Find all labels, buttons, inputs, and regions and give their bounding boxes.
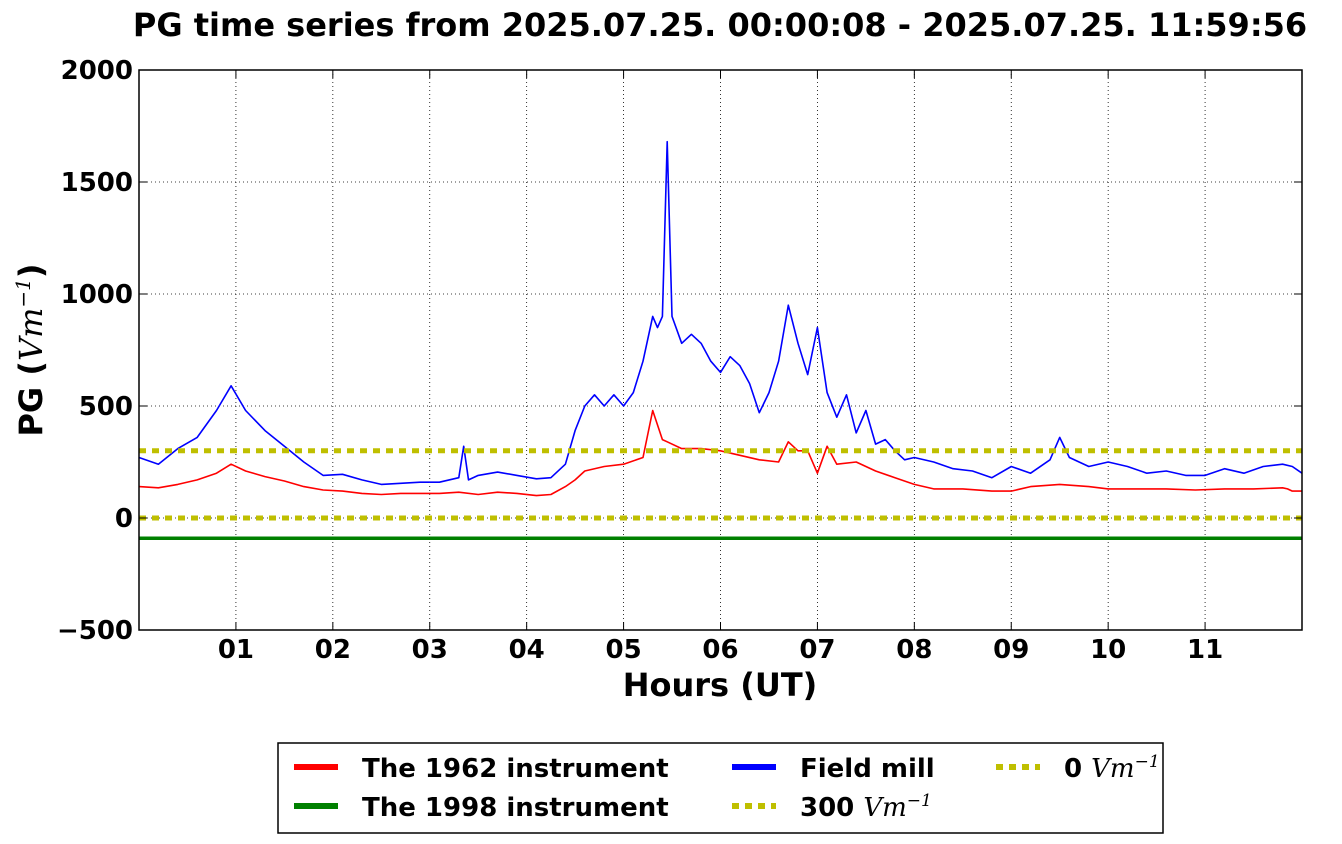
data-series — [138, 140, 1303, 540]
y-axis-label-text: PG ( — [12, 361, 50, 436]
y-axis-label: PG (Vm−1) — [11, 263, 50, 436]
legend-label-0-value: 0 — [1064, 754, 1082, 784]
y-axis-label-close: ) — [12, 263, 50, 278]
series-1962-instrument-line — [138, 409, 1302, 497]
x-tick-labels: 01 02 03 04 05 06 07 08 09 10 11 — [218, 635, 1223, 665]
axis-ticks — [139, 69, 1302, 631]
y-tick-label: 0 — [115, 504, 133, 534]
legend: The 1962 instrument The 1998 instrument … — [277, 742, 1164, 834]
x-tick-label: 07 — [799, 635, 835, 665]
y-tick-label: 500 — [79, 392, 133, 422]
x-tick-label: 08 — [896, 635, 932, 665]
x-tick-label: 05 — [605, 635, 641, 665]
legend-box — [277, 742, 1164, 834]
legend-label-300-exponent: −1 — [907, 791, 932, 811]
x-tick-label: 11 — [1187, 635, 1223, 665]
y-tick-label: 1500 — [61, 168, 133, 198]
legend-label-300-unit: Vm — [863, 793, 906, 823]
legend-label-field-mill: Field mill — [800, 754, 935, 784]
x-tick-label: 02 — [315, 635, 351, 665]
legend-label-300: 300 Vm−1 — [800, 791, 932, 823]
y-axis-label-unit: Vm — [12, 308, 50, 361]
x-tick-label: 09 — [993, 635, 1029, 665]
legend-label-1998: The 1998 instrument — [362, 793, 669, 823]
x-tick-label: 03 — [412, 635, 448, 665]
x-tick-label: 01 — [218, 635, 254, 665]
x-tick-label: 06 — [702, 635, 738, 665]
grid-lines — [139, 70, 1302, 630]
x-axis-label: Hours (UT) — [623, 666, 818, 704]
x-tick-label: 04 — [509, 635, 545, 665]
y-tick-label: 1000 — [61, 280, 133, 310]
y-tick-label: 2000 — [61, 56, 133, 86]
legend-label-0-unit: Vm — [1091, 754, 1134, 784]
legend-label-0: 0 Vm−1 — [1064, 752, 1160, 784]
y-tick-label: −500 — [57, 616, 133, 646]
y-tick-labels: −500 0 500 1000 1500 2000 — [57, 56, 133, 646]
legend-label-300-value: 300 — [800, 793, 854, 823]
y-axis-label-exponent: −1 — [11, 278, 35, 307]
x-tick-label: 10 — [1090, 635, 1126, 665]
chart-title: PG time series from 2025.07.25. 00:00:08… — [133, 6, 1307, 44]
legend-label-0-exponent: −1 — [1135, 752, 1160, 772]
legend-label-1962: The 1962 instrument — [362, 754, 669, 784]
series-field-mill-line — [138, 140, 1303, 486]
